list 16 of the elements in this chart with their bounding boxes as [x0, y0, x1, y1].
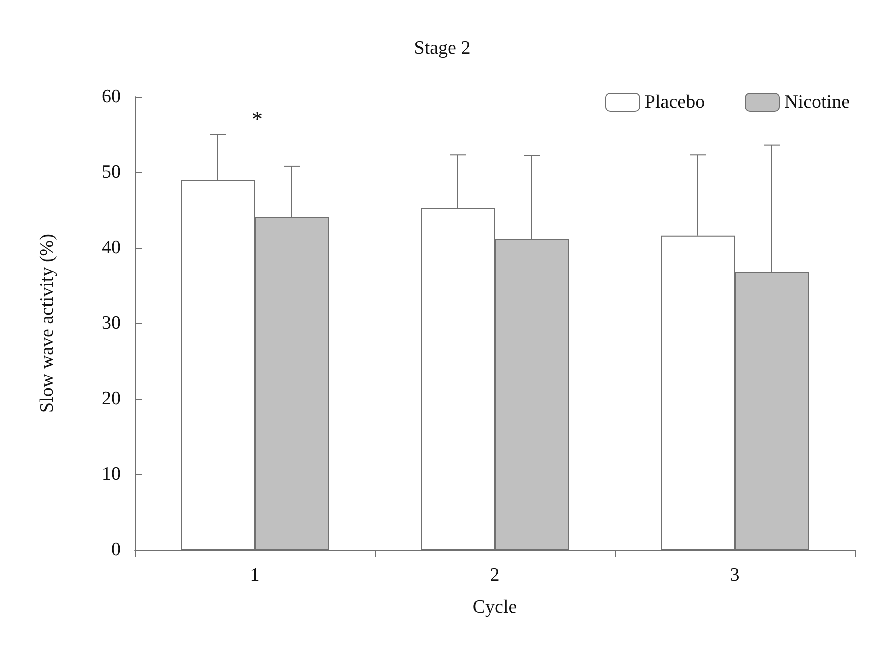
y-tick-label: 40: [102, 238, 121, 258]
y-tick-label: 10: [102, 464, 121, 485]
legend-label: Placebo: [644, 92, 706, 113]
annotation: *: [252, 106, 263, 132]
y-tick-label: 50: [102, 162, 121, 183]
x-tick-label: 3: [730, 565, 740, 586]
x-tick-label: 1: [250, 565, 260, 586]
y-tick-label: 60: [102, 86, 121, 108]
chart-title: Stage 2: [414, 38, 471, 59]
y-tick-label: 30: [102, 313, 121, 334]
x-axis-title: Cycle: [472, 597, 518, 618]
legend-label: Nicotine: [784, 92, 850, 113]
y-tick-label: 20: [102, 388, 121, 410]
y-tick-label: 0: [112, 540, 121, 560]
y-axis-title: Slow wave activity (%): [37, 234, 58, 413]
x-tick-label: 2: [490, 565, 500, 586]
